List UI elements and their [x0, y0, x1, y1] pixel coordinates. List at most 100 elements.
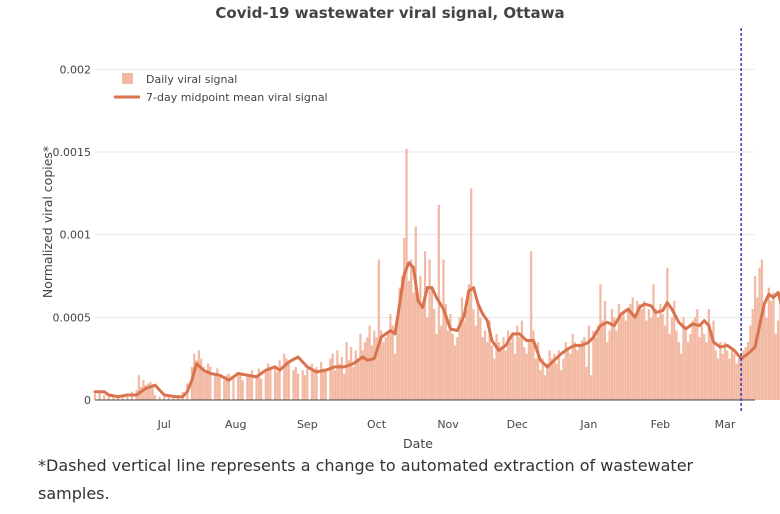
bar: [564, 342, 567, 400]
bar: [331, 353, 334, 400]
bar: [322, 368, 325, 400]
bar: [400, 276, 404, 400]
bar: [204, 370, 207, 400]
bar: [626, 309, 630, 400]
bar: [744, 347, 747, 400]
x-tick-label: Sep: [297, 418, 318, 431]
bar: [137, 375, 140, 400]
bar: [691, 320, 694, 400]
bar: [386, 333, 390, 400]
bar: [680, 353, 683, 400]
bar: [246, 373, 249, 400]
bar: [700, 325, 704, 400]
bar: [467, 284, 470, 400]
bar: [333, 370, 337, 400]
bar: [285, 358, 288, 400]
bar: [453, 345, 457, 400]
bar: [670, 317, 674, 400]
bar: [269, 368, 272, 400]
bar: [223, 380, 226, 400]
legend[interactable]: Daily viral signal 7-day midpoint mean v…: [114, 73, 328, 104]
bar: [511, 333, 514, 400]
bar: [733, 353, 736, 400]
bar: [599, 284, 602, 400]
bar: [405, 148, 408, 400]
bar: [363, 342, 367, 400]
bar: [523, 347, 526, 400]
bar: [257, 368, 260, 400]
bar: [684, 330, 687, 400]
y-tick-label: 0.0005: [53, 311, 92, 324]
bar: [103, 395, 106, 400]
bar: [149, 381, 152, 400]
bar: [287, 363, 290, 400]
bar: [200, 358, 203, 400]
x-tick-label: Aug: [225, 418, 246, 431]
bar: [751, 309, 754, 400]
bar: [710, 330, 713, 400]
bar: [587, 325, 590, 400]
bar: [650, 317, 653, 400]
bar: [663, 325, 667, 400]
bar: [756, 297, 759, 400]
bar: [585, 366, 588, 400]
bar: [410, 259, 413, 400]
bar: [737, 358, 740, 400]
bar: [488, 320, 491, 400]
y-tick-label: 0.002: [60, 63, 92, 76]
bar: [546, 363, 549, 400]
bar: [707, 309, 710, 400]
bar: [343, 373, 346, 400]
bar: [283, 353, 286, 400]
bar: [347, 360, 350, 400]
bar: [352, 366, 355, 400]
bar: [227, 373, 230, 400]
bar: [370, 345, 374, 400]
bar: [435, 333, 438, 400]
bar: [518, 337, 521, 400]
bar: [661, 314, 664, 400]
bar: [553, 353, 556, 400]
bar: [760, 259, 764, 400]
bar: [414, 226, 417, 400]
x-tick-label: Nov: [437, 418, 459, 431]
bar: [615, 330, 618, 400]
bar: [509, 342, 512, 400]
bar: [703, 333, 706, 400]
bar: [763, 304, 766, 400]
y-tick-label: 0.0015: [53, 146, 92, 159]
bar: [273, 365, 277, 400]
bar: [532, 330, 535, 400]
bar: [746, 342, 750, 400]
bar: [643, 300, 646, 400]
bar: [740, 353, 743, 400]
bar: [375, 337, 378, 400]
bar: [301, 370, 304, 400]
bar: [543, 375, 547, 400]
bar: [338, 363, 341, 400]
bar: [758, 267, 761, 400]
bar: [689, 333, 692, 400]
bar: [721, 353, 724, 400]
bar: [624, 320, 627, 400]
bar: [107, 396, 110, 400]
bar: [647, 309, 650, 400]
bar: [716, 358, 720, 400]
bar: [636, 300, 639, 400]
bar: [474, 325, 477, 400]
bar: [730, 350, 734, 400]
bar: [569, 353, 572, 400]
bar: [112, 395, 115, 400]
bar: [714, 350, 717, 400]
bar: [479, 317, 482, 400]
bar: [719, 342, 722, 400]
bar: [428, 259, 431, 400]
bar: [368, 325, 371, 400]
bar: [525, 353, 528, 400]
bar: [412, 292, 415, 400]
bar: [583, 337, 586, 400]
bar: [380, 330, 383, 400]
bar: [668, 333, 671, 400]
bar: [209, 366, 212, 400]
bar: [384, 337, 387, 400]
